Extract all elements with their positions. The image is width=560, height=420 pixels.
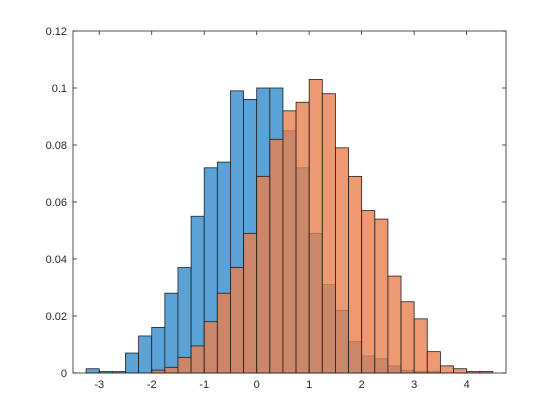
series-2-bar-11 (282, 110, 297, 374)
series-2 (151, 79, 494, 374)
series-2-bar-9 (256, 175, 271, 374)
series-2-bar-14 (321, 93, 336, 374)
series-2-bar-3 (177, 356, 192, 374)
series-2-bar-24 (453, 368, 468, 374)
series-2-bar-5 (203, 321, 218, 374)
x-tick-label: -3 (94, 379, 104, 391)
series-2-bar-1 (151, 369, 166, 374)
y-tick-label: 0.1 (52, 83, 67, 95)
y-tick-label: 0.08 (46, 140, 67, 152)
series-2-bar-21 (413, 318, 428, 374)
series-2-bar-15 (335, 147, 349, 374)
series-2-bar-7 (230, 267, 244, 374)
y-tick-label: 0.06 (46, 197, 67, 209)
series-2-bar-20 (400, 301, 415, 374)
x-tick-label: -1 (199, 379, 209, 391)
series-2-bar-12 (295, 101, 310, 374)
series-2-bar-8 (243, 232, 258, 374)
series-2-bar-18 (374, 218, 389, 374)
series-2-bar-10 (269, 138, 284, 374)
ticks-layer: -3 -2 -1 0 1 2 3 4 0 0.02 0.04 0.06 0.08 0.1 0.12 (46, 26, 506, 391)
series-2-bar-13 (308, 79, 323, 374)
y-tick-label: 0.04 (46, 254, 67, 266)
x-tick-label: -2 (147, 379, 157, 391)
series-2-bar-16 (348, 175, 363, 374)
series-1-bar-6 (151, 326, 166, 374)
x-tick-label: 2 (359, 379, 365, 391)
series-1-bar-7 (164, 292, 179, 374)
series-2-bar-19 (387, 275, 402, 374)
x-tick-label: 4 (464, 379, 470, 391)
series-2-bar-6 (216, 292, 231, 374)
x-tick-label: 3 (411, 379, 417, 391)
series-2-bar-23 (439, 365, 454, 374)
series-1-bar-5 (138, 335, 153, 374)
series-1-bar-1 (85, 368, 100, 374)
y-tick-label: 0 (61, 368, 67, 380)
x-tick-label: 0 (254, 379, 260, 391)
series-1-bar-4 (125, 352, 140, 374)
series-2-bar-2 (164, 366, 179, 374)
y-tick-label: 0.12 (46, 26, 67, 38)
series-2-bar-17 (361, 210, 376, 374)
series-2-bar-4 (190, 345, 205, 374)
x-tick-label: 1 (306, 379, 312, 391)
bars-layer (85, 79, 494, 374)
series-2-bar-22 (426, 351, 441, 374)
y-tick-label: 0.02 (46, 311, 67, 323)
